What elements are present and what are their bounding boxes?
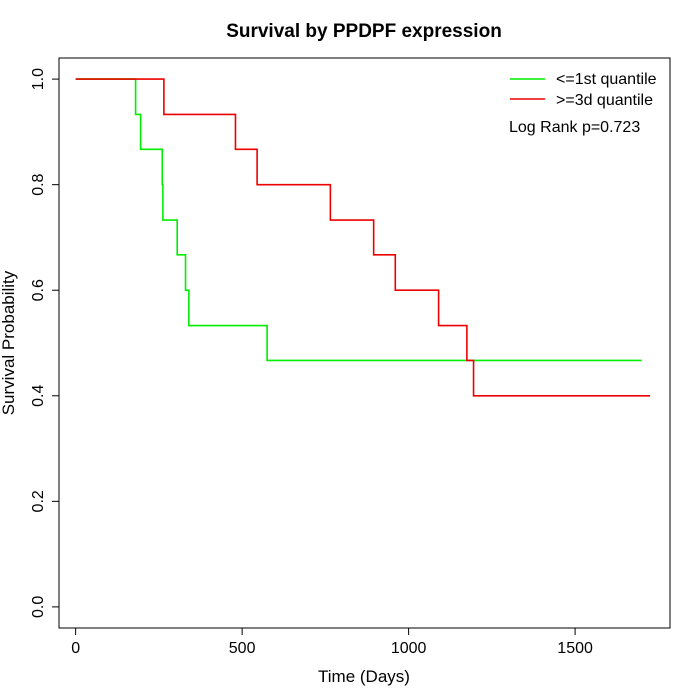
y-tick-label: 0.6 bbox=[30, 279, 47, 301]
survival-curve-high bbox=[75, 78, 651, 397]
series-layer bbox=[75, 78, 651, 397]
y-tick-label: 0.8 bbox=[30, 173, 47, 195]
y-tick-label: 0.0 bbox=[30, 596, 47, 618]
legend: <=1st quantile >=3d quantile Log Rank p=… bbox=[509, 71, 657, 136]
legend-label-high: >=3d quantile bbox=[556, 92, 653, 109]
x-axis: 0 500 1000 1500 bbox=[71, 628, 593, 657]
x-tick-label: 0 bbox=[71, 640, 80, 657]
plot-frame bbox=[58, 57, 671, 629]
survival-curve-low bbox=[75, 78, 642, 362]
x-tick-label: 1500 bbox=[557, 640, 593, 657]
y-tick-label: 1.0 bbox=[30, 68, 47, 90]
log-rank-annotation: Log Rank p=0.723 bbox=[509, 119, 640, 136]
legend-label-low: <=1st quantile bbox=[556, 71, 657, 88]
x-axis-label: Time (Days) bbox=[318, 667, 410, 686]
y-tick-label: 0.2 bbox=[30, 490, 47, 512]
y-axis-label: Survival Probability bbox=[0, 270, 18, 415]
x-tick-label: 500 bbox=[229, 640, 256, 657]
x-tick-label: 1000 bbox=[391, 640, 427, 657]
y-tick-label: 0.4 bbox=[30, 385, 47, 407]
y-axis: 0.0 0.2 0.4 0.6 0.8 1.0 bbox=[30, 68, 59, 618]
chart-title: Survival by PPDPF expression bbox=[226, 21, 502, 42]
